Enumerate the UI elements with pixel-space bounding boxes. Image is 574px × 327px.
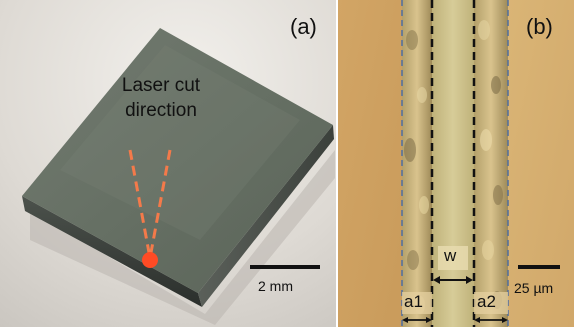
panel-b-label: (b) [526,14,553,39]
rough-zone-right [474,0,508,327]
rough-zone-left [402,0,432,327]
groove-channel [432,0,474,327]
cut-direction-line-right [148,149,172,259]
sample-photo [0,0,336,327]
annotation-line-1: Laser cut [121,75,201,96]
groove-micrograph [338,0,574,327]
a1-label: a1 [404,292,423,311]
width-label: w [444,246,457,265]
panel-a-label: (a) [290,14,317,39]
panel-b-micrograph: (b) w a1 a2 25 µm [338,0,574,327]
laser-cut-annotation: Laser cut direction [106,73,216,123]
panel-a-photo: (a) Laser cut direction 2 mm [0,0,336,327]
cut-direction-line-left [128,149,152,259]
scale-label-a: 2 mm [258,278,293,294]
laser-spot-marker [142,252,158,268]
sample-top-face [22,28,333,293]
scale-bar-b [518,265,560,269]
substrate-left [338,0,404,327]
substrate-right [506,0,574,327]
a2-label: a2 [477,292,496,311]
sample-front-edge [22,196,202,307]
annotation-line-2: direction [125,100,197,121]
scale-label-b: 25 µm [514,280,554,296]
scale-bar-a [250,265,320,269]
sample-right-edge [198,125,334,307]
